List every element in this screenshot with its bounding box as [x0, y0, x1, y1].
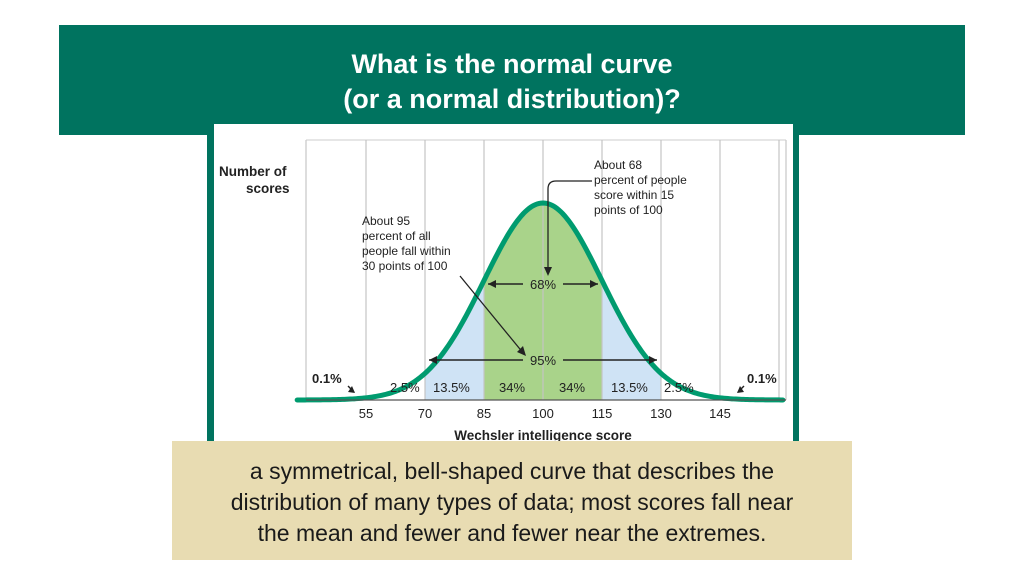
region-label-130-145: 2.5% [664, 380, 694, 395]
region-label-tail-right: 0.1% [747, 371, 777, 386]
x-tick-label-85: 85 [477, 406, 491, 421]
span-arrowhead-right-1 [649, 356, 657, 364]
y-axis-label-line-2: scores [246, 181, 290, 196]
region-label-70-85: 13.5% [433, 380, 470, 395]
normal-curve-line [294, 200, 786, 403]
annotation-left-line-1: About 95 [362, 214, 410, 228]
x-axis-label: Wechsler intelligence score [454, 428, 632, 443]
normal-curve-figure: 55 70 85 100 115 130 145 Wechsler intelligence … [214, 124, 793, 450]
annotation-left-line-3: people fall within [362, 244, 451, 258]
x-tick-label-70: 70 [418, 406, 432, 421]
caption-line-1: a symmetrical, bell-shaped curve that de… [249, 458, 775, 484]
annotation-left-line-4: 30 points of 100 [362, 259, 448, 273]
annotation-right-line-3: score within 15 [594, 188, 674, 202]
region-label-100-115: 34% [559, 380, 585, 395]
x-tick-label-55: 55 [359, 406, 373, 421]
normal-curve-chart: 55 70 85 100 115 130 145 Wechsler intelligence … [219, 139, 787, 443]
span-arrowhead-left-1 [429, 356, 437, 364]
title-line-2: (or a normal distribution)? [343, 84, 681, 114]
span-label-1: 95% [530, 353, 556, 368]
annotation-left-arrowhead [517, 346, 526, 356]
span-label-0: 68% [530, 277, 556, 292]
title-banner: What is the normal curve (or a normal di… [59, 25, 965, 135]
region-label-tail-left: 0.1% [312, 371, 342, 386]
definition-caption: a symmetrical, bell-shaped curve that de… [172, 441, 852, 560]
caption-line-3: the mean and fewer and fewer near the ex… [257, 520, 767, 546]
title-line-1: What is the normal curve [351, 49, 673, 79]
annotation-left-leader [459, 275, 525, 355]
x-tick-label-130: 130 [650, 406, 672, 421]
annotation-right-arrowhead [544, 267, 552, 276]
x-tick-label-145: 145 [709, 406, 731, 421]
annotation-right-line-1: About 68 [594, 158, 642, 172]
x-tick-label-115: 115 [592, 406, 613, 421]
region-label-55-70: 2.5% [390, 380, 420, 395]
x-tick-label-100: 100 [532, 406, 554, 421]
annotation-right-line-4: points of 100 [594, 203, 663, 217]
tail-arrowhead-right [737, 386, 744, 393]
region-label-85-100: 34% [499, 380, 525, 395]
span-arrowhead-left-0 [488, 280, 496, 288]
span-arrowhead-right-0 [590, 280, 598, 288]
annotation-left-line-2: percent of all [362, 229, 431, 243]
region-label-115-130: 13.5% [611, 380, 648, 395]
annotation-right-leader [547, 180, 592, 270]
caption-line-2: distribution of many types of data; most… [230, 489, 794, 515]
y-axis-label-line-1: Number of [219, 164, 287, 179]
tail-arrowhead-left [348, 386, 355, 393]
annotation-right-line-2: percent of people [594, 173, 687, 187]
